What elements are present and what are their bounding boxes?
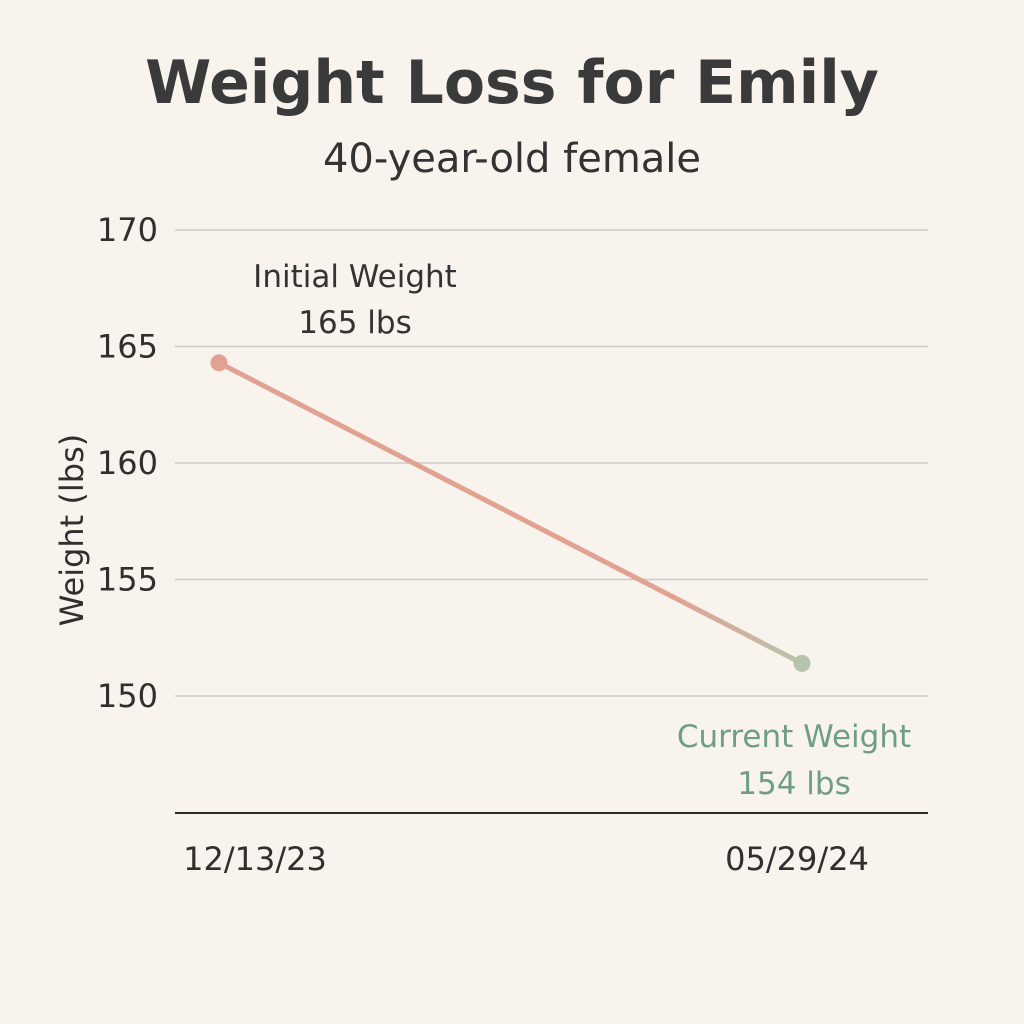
annotation-1-line-1: 154 lbs — [737, 766, 850, 802]
data-point-0 — [210, 354, 228, 372]
x-tick-label-0: 12/13/23 — [183, 840, 327, 878]
chart-title: Weight Loss for Emily — [145, 48, 879, 118]
y-axis-title: Weight (lbs) — [53, 434, 91, 627]
annotation-0-line-0: Initial Weight — [253, 259, 457, 295]
y-tick-label-165: 165 — [97, 328, 158, 366]
y-tick-label-155: 155 — [97, 561, 158, 599]
chart-subtitle: 40-year-old female — [322, 136, 702, 182]
series-line — [216, 360, 805, 666]
y-axis-ticks: 150 155 160 165 170 — [97, 211, 158, 715]
data-point-1 — [793, 654, 811, 672]
series-weight — [210, 354, 811, 672]
y-tick-label-160: 160 — [97, 444, 158, 482]
annotation-1-line-0: Current Weight — [677, 719, 911, 755]
x-tick-label-1: 05/29/24 — [725, 840, 869, 878]
x-axis-ticks: 12/13/23 05/29/24 — [183, 840, 869, 878]
annotation-0-line-1: 165 lbs — [298, 305, 411, 341]
grid-lines — [175, 229, 928, 697]
y-tick-label-150: 150 — [97, 677, 158, 715]
annotations: Initial Weight 165 lbs Current Weight 154 l… — [253, 259, 911, 802]
y-tick-label-170: 170 — [97, 211, 158, 249]
